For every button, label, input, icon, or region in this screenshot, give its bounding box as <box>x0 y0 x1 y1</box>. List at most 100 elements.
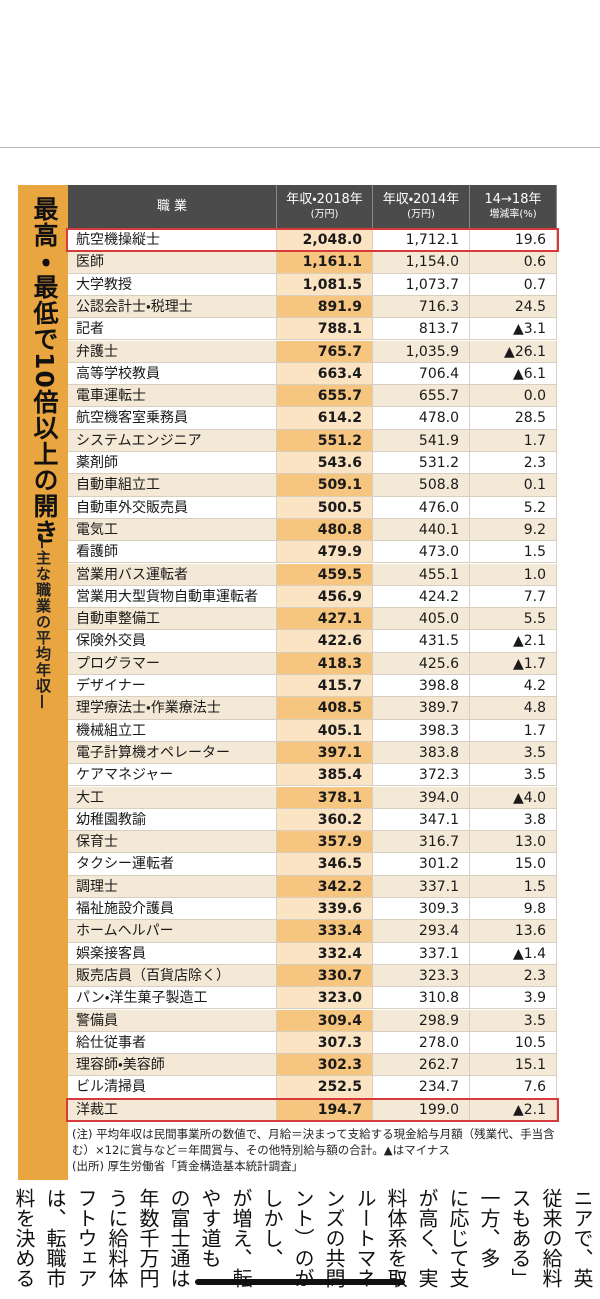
cell-value: 316.7 <box>373 831 470 854</box>
cell-value: 1,073.7 <box>373 273 470 296</box>
cell-value: 765.7 <box>277 340 373 363</box>
highlight-box <box>66 1097 559 1122</box>
cell-value: ▲1.4 <box>470 942 557 965</box>
cell-value: 508.8 <box>373 474 470 497</box>
occupation: 販売店員（百貨店除く） <box>68 964 277 988</box>
text-column: スもある」 <box>508 1188 532 1288</box>
text-column: ニアで、英 <box>570 1188 594 1288</box>
occupation: 自動車整備工 <box>68 608 277 631</box>
note: (注) 平均年収は民間事業所の数値で、月給＝決まって支給する現金給与月額（残業代… <box>72 1127 555 1157</box>
cell-value: 541.9 <box>373 429 470 452</box>
cell-value: 252.5 <box>277 1076 373 1099</box>
cell-value: 5.2 <box>470 496 557 519</box>
occupation: 娯楽接客員 <box>68 942 277 965</box>
cell-value: 0.0 <box>470 385 557 408</box>
cell-value: 455.1 <box>373 563 470 586</box>
divider <box>0 147 600 148</box>
cell-value: ▲1.7 <box>470 652 557 675</box>
occupation: システムエンジニア <box>68 429 277 452</box>
cell-value: 301.2 <box>373 853 470 876</box>
cell-value: 3.8 <box>470 808 557 832</box>
cell-value: 398.8 <box>373 675 470 698</box>
cell-value: 655.7 <box>277 385 373 408</box>
occupation: 医師 <box>68 251 277 274</box>
occupation: 記者 <box>68 318 277 341</box>
cell-value: 397.1 <box>277 741 373 765</box>
cell-value: 531.2 <box>373 452 470 475</box>
cell-value: 385.4 <box>277 764 373 787</box>
cell-value: 500.5 <box>277 496 373 519</box>
cell-value: 479.9 <box>277 541 373 564</box>
cell-value: 4.8 <box>470 697 557 720</box>
sidebar <box>18 185 68 1180</box>
cell-value: 398.3 <box>373 719 470 742</box>
cell-value: ▲3.1 <box>470 318 557 341</box>
occupation: 営業用大型貨物自動車運転者 <box>68 585 277 609</box>
text-column: ンズの共問 <box>322 1188 346 1288</box>
cell-value: ▲6.1 <box>470 362 557 386</box>
cell-value: 7.7 <box>470 585 557 609</box>
occupation: 大学教授 <box>68 273 277 296</box>
text-column: しかし、 <box>260 1188 284 1268</box>
table-notes: (注) 平均年収は民間事業所の数値で、月給＝決まって支給する現金給与月額（残業代… <box>72 1126 562 1174</box>
cell-value: 405.0 <box>373 608 470 631</box>
cell-value: 13.6 <box>470 920 557 943</box>
cell-value: 360.2 <box>277 808 373 832</box>
cell-value: 405.1 <box>277 719 373 742</box>
occupation: 保育士 <box>68 831 277 854</box>
cell-value: 1.7 <box>470 719 557 742</box>
cell-value: 2.3 <box>470 452 557 475</box>
cell-value: 394.0 <box>373 786 470 809</box>
cell-value: 372.3 <box>373 764 470 787</box>
cell-value: 706.4 <box>373 362 470 386</box>
note: (出所) 厚生労働省「賃金構造基本統計調査」 <box>72 1159 304 1173</box>
text-column: 従来の給料 <box>539 1188 563 1288</box>
cell-value: 716.3 <box>373 295 470 319</box>
occupation: プログラマー <box>68 652 277 675</box>
cell-value: 1.5 <box>470 875 557 898</box>
article-text: ニアで、英 従来の給料 スもある」 一方、多 に応じて支 が高く、実 料体系を取 ルートマネン… <box>0 1188 600 1299</box>
cell-value: 1,081.5 <box>277 273 373 296</box>
scroll-indicator <box>195 1279 405 1285</box>
cell-value: 339.6 <box>277 898 373 921</box>
text-column: 料体系を取 <box>384 1188 408 1288</box>
cell-value: 199.0 <box>373 1098 470 1121</box>
cell-value: 347.1 <box>373 808 470 832</box>
sidebar-subtitle: —主な職業の平均年収— <box>34 534 52 710</box>
cell-value: 427.1 <box>277 608 373 631</box>
text-column: 料を決める <box>12 1188 36 1288</box>
text-column: は、転職市 <box>43 1188 67 1288</box>
cell-value: 422.6 <box>277 630 373 653</box>
header-unit: (万円) <box>407 208 435 220</box>
text-column: 年数千万円 <box>136 1188 160 1288</box>
cell-value: 323.0 <box>277 987 373 1010</box>
cell-value: 1.7 <box>470 429 557 452</box>
text-column: が増え、転 <box>229 1188 253 1288</box>
cell-value: 15.0 <box>470 853 557 876</box>
text-column: に応じて支 <box>446 1188 470 1288</box>
cell-value: 415.7 <box>277 675 373 698</box>
cell-value: 0.1 <box>470 474 557 497</box>
cell-value: 310.8 <box>373 987 470 1010</box>
header-unit: 増減率(%) <box>489 208 537 220</box>
cell-value: 1,161.1 <box>277 251 373 274</box>
cell-value: 262.7 <box>373 1054 470 1077</box>
cell-value: 194.7 <box>277 1098 373 1121</box>
cell-value: 3.5 <box>470 741 557 765</box>
cell-value: 302.3 <box>277 1054 373 1077</box>
cell-value: 1.5 <box>470 541 557 564</box>
occupation: 高等学校教員 <box>68 362 277 386</box>
occupation: 警備員 <box>68 1009 277 1032</box>
occupation: 機械組立工 <box>68 719 277 742</box>
occupation: 大工 <box>68 786 277 809</box>
occupation: 理学療法士・作業療法士 <box>68 697 277 720</box>
header-title: 職 業 <box>156 199 188 214</box>
cell-value: 19.6 <box>470 229 557 252</box>
cell-value: 456.9 <box>277 585 373 609</box>
cell-value: ▲26.1 <box>470 340 557 363</box>
salary-table: 職 業年収・2018年 (万円) 年収・2014年 (万円) 14→18年 増減率(%) 航… <box>66 185 559 1122</box>
cell-value: 13.0 <box>470 831 557 854</box>
cell-value: 332.4 <box>277 942 373 965</box>
